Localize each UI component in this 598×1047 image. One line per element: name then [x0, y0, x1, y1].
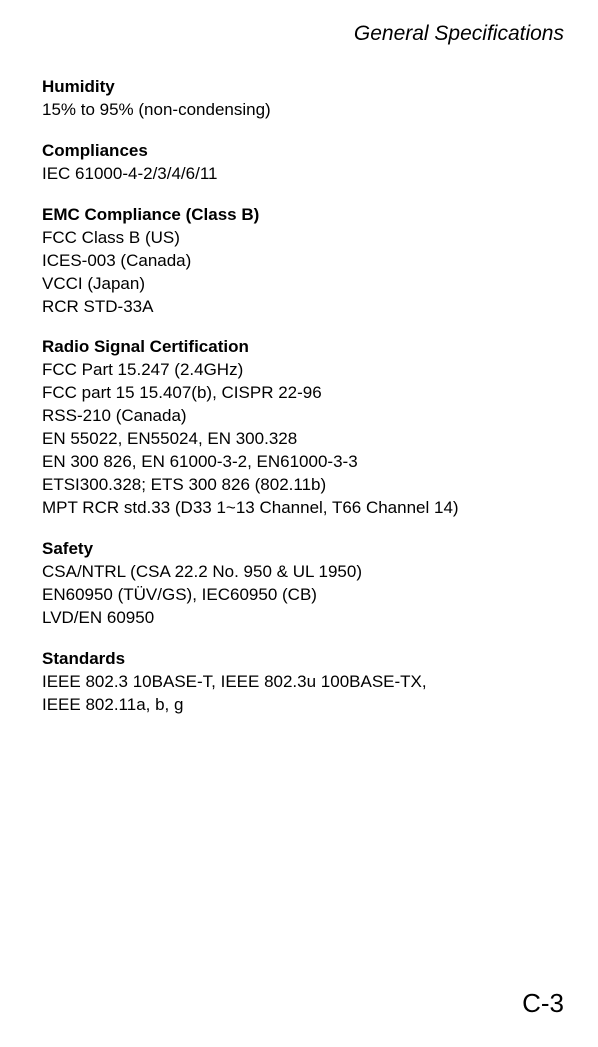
section-radio-title: Radio Signal Certification — [42, 336, 564, 359]
section-safety-line-0: CSA/NTRL (CSA 22.2 No. 950 & UL 1950) — [42, 561, 564, 584]
header-title: General Specifications — [42, 22, 564, 46]
section-emc-title: EMC Compliance (Class B) — [42, 204, 564, 227]
section-compliances-title: Compliances — [42, 140, 564, 163]
section-humidity-line-0: 15% to 95% (non-condensing) — [42, 99, 564, 122]
section-compliances: Compliances IEC 61000-4-2/3/4/6/11 — [42, 140, 564, 186]
section-humidity: Humidity 15% to 95% (non-condensing) — [42, 76, 564, 122]
section-standards: Standards IEEE 802.3 10BASE-T, IEEE 802.… — [42, 648, 564, 717]
page: General Specifications Humidity 15% to 9… — [0, 0, 598, 1047]
section-safety-line-1: EN60950 (TÜV/GS), IEC60950 (CB) — [42, 584, 564, 607]
section-emc-line-1: ICES-003 (Canada) — [42, 250, 564, 273]
section-emc-line-0: FCC Class B (US) — [42, 227, 564, 250]
section-radio-line-3: EN 55022, EN55024, EN 300.328 — [42, 428, 564, 451]
section-safety-line-2: LVD/EN 60950 — [42, 607, 564, 630]
section-safety-title: Safety — [42, 538, 564, 561]
section-emc: EMC Compliance (Class B) FCC Class B (US… — [42, 204, 564, 319]
section-radio-line-2: RSS-210 (Canada) — [42, 405, 564, 428]
section-standards-title: Standards — [42, 648, 564, 671]
section-safety: Safety CSA/NTRL (CSA 22.2 No. 950 & UL 1… — [42, 538, 564, 630]
section-compliances-line-0: IEC 61000-4-2/3/4/6/11 — [42, 163, 564, 186]
section-standards-line-1: IEEE 802.11a, b, g — [42, 694, 564, 717]
section-radio-line-5: ETSI300.328; ETS 300 826 (802.11b) — [42, 474, 564, 497]
section-radio-line-4: EN 300 826, EN 61000-3-2, EN61000-3-3 — [42, 451, 564, 474]
section-radio-line-0: FCC Part 15.247 (2.4GHz) — [42, 359, 564, 382]
page-number: C-3 — [522, 988, 564, 1019]
section-emc-line-2: VCCI (Japan) — [42, 273, 564, 296]
section-emc-line-3: RCR STD-33A — [42, 296, 564, 319]
section-radio-line-6: MPT RCR std.33 (D33 1~13 Channel, T66 Ch… — [42, 497, 564, 520]
section-standards-line-0: IEEE 802.3 10BASE-T, IEEE 802.3u 100BASE… — [42, 671, 564, 694]
section-humidity-title: Humidity — [42, 76, 564, 99]
section-radio: Radio Signal Certification FCC Part 15.2… — [42, 336, 564, 520]
section-radio-line-1: FCC part 15 15.407(b), CISPR 22-96 — [42, 382, 564, 405]
